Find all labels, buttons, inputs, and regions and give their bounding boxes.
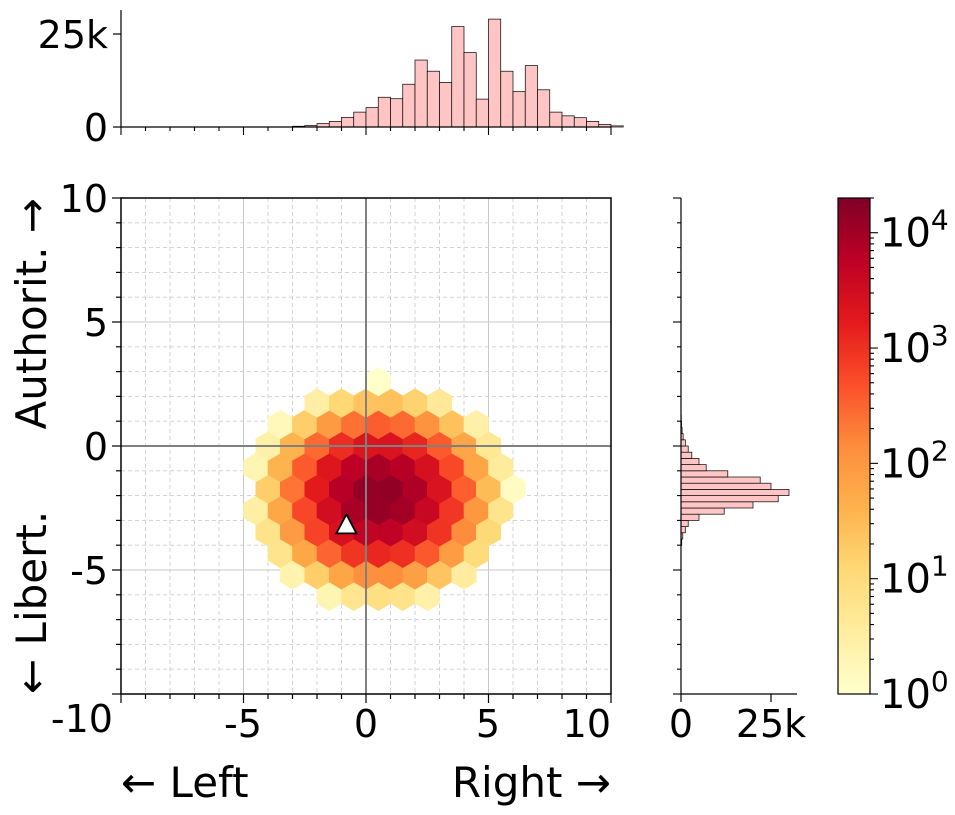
- main-plot-ticks: [112, 197, 612, 703]
- x-axis-label-left: ← Left: [121, 758, 249, 807]
- top-histogram-bar: [537, 89, 551, 128]
- y-tick-label-neg10: -10: [51, 697, 113, 741]
- right-histogram-bar: [680, 495, 779, 503]
- top-histogram-bar: [549, 111, 563, 128]
- top-histogram-bar: [439, 82, 453, 128]
- right-histogram-tick-label-25k: 25k: [736, 702, 806, 746]
- right-histogram-bar: [680, 507, 725, 515]
- top-histogram-bar: [328, 121, 342, 128]
- top-histogram-bar: [475, 98, 489, 128]
- top-histogram-bar: [512, 91, 526, 128]
- right-histogram-bar: [680, 439, 686, 447]
- top-histogram-bar: [524, 65, 538, 128]
- hexbin-cells: [243, 366, 526, 612]
- right-histogram-tick-label-0: 0: [669, 702, 693, 746]
- y-tick-label-0: 0: [84, 425, 108, 469]
- colorbar-tick-label: 101: [880, 550, 949, 603]
- right-histogram-bars: [680, 408, 790, 546]
- right-histogram-bar: [680, 445, 689, 453]
- right-histogram-bar: [680, 458, 700, 465]
- x-tick-label-10: 10: [563, 702, 611, 746]
- top-histogram-tick-label-25k: 25k: [38, 13, 108, 57]
- main-plot: 10 5 0 -5 -10 -5 0 5 10 ← Left Right → ←…: [7, 177, 612, 807]
- y-tick-label-neg5: -5: [70, 549, 108, 593]
- top-histogram-bar: [390, 98, 404, 128]
- x-tick-label-0: 0: [354, 702, 378, 746]
- top-histogram-bar: [463, 52, 477, 128]
- top-histogram-bar: [610, 125, 624, 128]
- right-histogram-bar: [680, 482, 772, 490]
- top-histogram-bar: [353, 111, 367, 128]
- right-histogram-y-ticks: [673, 197, 681, 695]
- right-histogram-bar: [680, 489, 790, 496]
- right-histogram-bar: [680, 470, 729, 478]
- top-histogram: 25k 0: [38, 10, 624, 150]
- top-histogram-bar: [365, 107, 379, 128]
- x-tick-label-neg5: -5: [224, 702, 262, 746]
- top-histogram-tick-label-0: 0: [84, 106, 108, 150]
- colorbar-ticks: 100 101 102 103 104: [870, 197, 949, 718]
- colorbar-tick-label: 102: [880, 434, 949, 487]
- top-histogram-bar: [414, 59, 428, 128]
- top-histogram-bar: [402, 83, 416, 128]
- top-histogram-bar: [500, 70, 514, 128]
- hexbin-cell: [463, 409, 489, 440]
- y-tick-label-5: 5: [84, 301, 108, 345]
- right-histogram: 0 25k: [669, 197, 806, 746]
- colorbar-tick-label: 104: [880, 204, 949, 257]
- right-histogram-bar: [680, 476, 761, 484]
- top-histogram-bar: [561, 115, 575, 128]
- x-axis-label-right: Right →: [452, 758, 611, 807]
- right-histogram-bar: [680, 501, 754, 509]
- top-histogram-bar: [586, 121, 600, 128]
- top-histogram-x-ticks: [120, 127, 612, 135]
- hexbin-cell: [426, 388, 453, 418]
- colorbar-tick-label: 103: [880, 319, 949, 372]
- colorbar-tick-label: 100: [880, 665, 949, 718]
- y-axis-label-bottom: ← Libert.: [7, 511, 56, 694]
- y-axis-label-top: Authorit. →: [7, 198, 56, 429]
- top-histogram-bar: [426, 70, 440, 128]
- top-histogram-bar: [377, 96, 391, 128]
- colorbar: 100 101 102 103 104: [837, 197, 949, 718]
- right-histogram-bar: [680, 451, 693, 459]
- top-histogram-bar: [341, 116, 355, 128]
- right-histogram-bar: [680, 464, 707, 472]
- position-marker-triangle: [334, 512, 358, 535]
- top-histogram-bars: [292, 18, 624, 128]
- top-histogram-bar: [488, 18, 502, 128]
- top-histogram-bar: [573, 117, 587, 128]
- colorbar-fill: [838, 198, 870, 694]
- top-histogram-bar: [451, 26, 465, 128]
- colorbar-frame: [837, 197, 871, 695]
- right-histogram-bar: [680, 526, 686, 534]
- y-tick-label-10: 10: [60, 177, 108, 221]
- x-tick-label-5: 5: [476, 702, 500, 746]
- right-histogram-bar: [680, 520, 689, 527]
- right-histogram-bar: [680, 513, 700, 521]
